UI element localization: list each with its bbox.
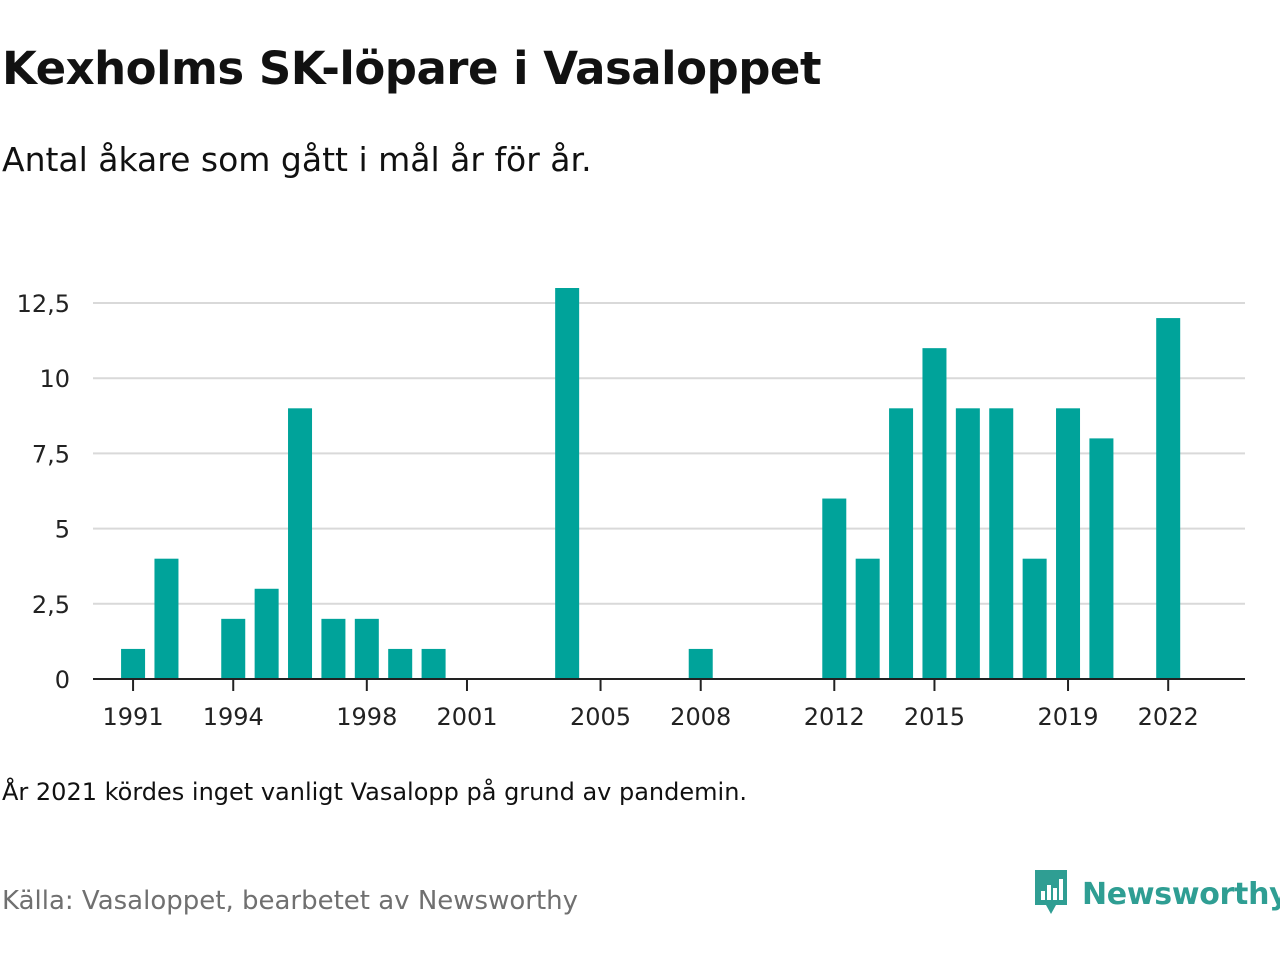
x-tick-label: 2012 xyxy=(804,703,865,731)
newsworthy-logo-icon xyxy=(1032,867,1070,921)
footnote: År 2021 kördes inget vanligt Vasalopp på… xyxy=(2,778,748,806)
y-tick-label: 0 xyxy=(55,666,70,694)
bar xyxy=(1089,438,1114,679)
x-tick-label: 2015 xyxy=(904,703,965,731)
y-tick-label: 2,5 xyxy=(32,591,70,619)
gridlines xyxy=(93,302,1245,605)
bar xyxy=(1156,318,1181,679)
bars xyxy=(121,288,1181,679)
bar xyxy=(889,408,914,679)
axes: 0 2,5 5 7,5 10 12,5 1991 1994 1998 2001 2005 2008 20… xyxy=(17,290,1245,731)
bar xyxy=(154,558,179,679)
bar xyxy=(421,648,446,679)
x-tick-label: 2008 xyxy=(670,703,731,731)
x-tick-label: 1998 xyxy=(336,703,397,731)
x-tick-label: 1994 xyxy=(203,703,264,731)
bar xyxy=(955,408,980,679)
x-tick-label: 2001 xyxy=(436,703,497,731)
bar xyxy=(321,618,346,679)
bar xyxy=(288,408,313,679)
x-tick-label: 2019 xyxy=(1037,703,1098,731)
chart-subtitle: Antal åkare som gått i mål år för år. xyxy=(2,140,592,179)
bar xyxy=(855,558,880,679)
bar-chart: 0 2,5 5 7,5 10 12,5 1991 1994 1998 2001 2005 2008 20… xyxy=(17,288,1245,731)
y-tick-label: 12,5 xyxy=(17,290,70,318)
bar xyxy=(221,618,246,679)
y-tick-label: 10 xyxy=(39,365,70,393)
bar xyxy=(121,648,146,679)
brand-logo: Newsworthy xyxy=(1032,868,1280,920)
bar xyxy=(1056,408,1081,679)
brand-name: Newsworthy xyxy=(1082,876,1280,912)
bar xyxy=(688,648,713,679)
chart-title: Kexholms SK-löpare i Vasaloppet xyxy=(2,42,821,95)
x-tick-label: 2005 xyxy=(570,703,631,731)
bar xyxy=(922,348,947,679)
bar xyxy=(555,288,580,679)
bar xyxy=(822,498,847,679)
bar xyxy=(254,588,279,679)
bar xyxy=(1022,558,1047,679)
source-credit: Källa: Vasaloppet, bearbetet av Newswort… xyxy=(2,886,578,916)
bar xyxy=(354,618,379,679)
bar xyxy=(989,408,1014,679)
bar xyxy=(388,648,413,679)
y-tick-label: 5 xyxy=(55,516,70,544)
y-tick-label: 7,5 xyxy=(32,440,70,468)
x-tick-label: 2022 xyxy=(1138,703,1199,731)
x-tick-label: 1991 xyxy=(103,703,164,731)
